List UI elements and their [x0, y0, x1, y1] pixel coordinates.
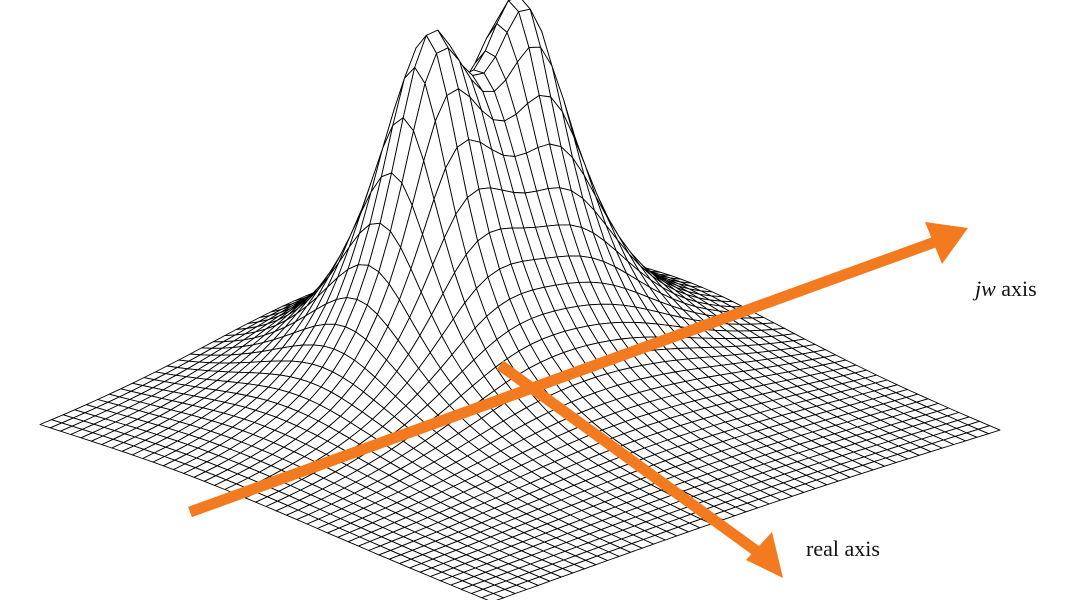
real-axis-arrow-shaft [496, 360, 766, 560]
jw-axis-arrow-head [925, 222, 968, 264]
jw-axis-label: jw axis [975, 276, 1037, 302]
real-axis-arrow-head [746, 532, 783, 578]
jw-axis-label-italic: jw [975, 276, 996, 301]
wireframe-surface-mesh [39, 0, 1001, 600]
jw-axis-arrow-shaft [188, 236, 937, 518]
axis-arrows [188, 222, 968, 578]
mesh-cell [481, 593, 504, 600]
real-axis-label: real axis [806, 536, 880, 561]
jw-axis-label-suffix: axis [995, 276, 1037, 301]
